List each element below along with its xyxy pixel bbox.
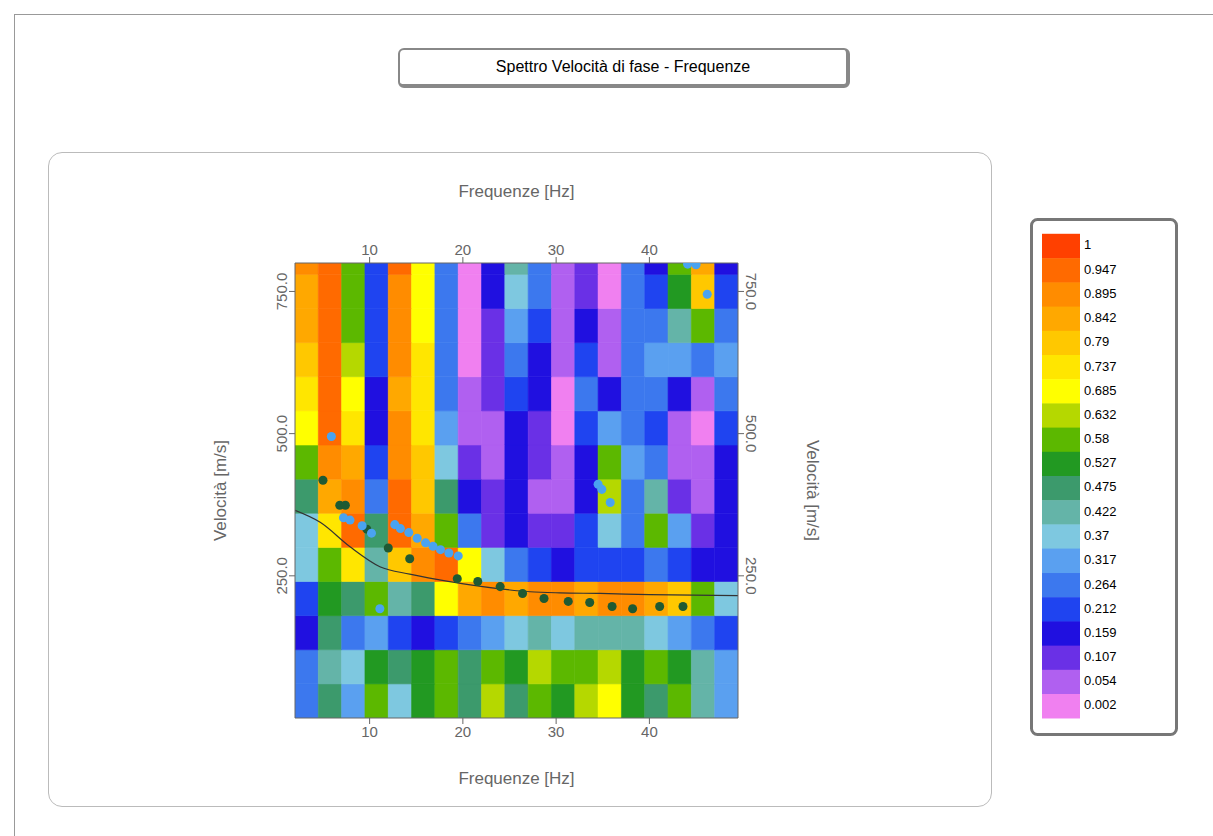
svg-text:0.317: 0.317 <box>1084 552 1117 567</box>
svg-text:Velocità [m/s]: Velocità [m/s] <box>211 440 230 541</box>
svg-text:40: 40 <box>641 723 658 740</box>
svg-text:Velocità [m/s]: Velocità [m/s] <box>803 440 822 541</box>
svg-text:30: 30 <box>548 723 565 740</box>
svg-text:20: 20 <box>455 241 472 258</box>
svg-text:0.947: 0.947 <box>1084 262 1117 277</box>
html-text:Spettro Velocità di fase - Fre: Spettro Velocità di fase - Frequenze <box>495 58 751 75</box>
svg-text:0.002: 0.002 <box>1084 697 1117 712</box>
svg-text:500.0: 500.0 <box>743 415 760 453</box>
svg-text:Frequenze [Hz]: Frequenze [Hz] <box>458 182 574 201</box>
svg-text:0.842: 0.842 <box>1084 310 1117 325</box>
svg-text:10: 10 <box>361 723 378 740</box>
svg-text:0.422: 0.422 <box>1084 504 1117 519</box>
svg-text:0.054: 0.054 <box>1084 673 1117 688</box>
svg-text:250.0: 250.0 <box>273 557 290 595</box>
svg-text:750.0: 750.0 <box>743 273 760 311</box>
svg-text:0.212: 0.212 <box>1084 601 1117 616</box>
svg-text:1: 1 <box>1084 237 1091 252</box>
svg-text:0.527: 0.527 <box>1084 455 1117 470</box>
svg-text:500.0: 500.0 <box>273 415 290 453</box>
svg-text:0.737: 0.737 <box>1084 359 1117 374</box>
svg-text:Frequenze [Hz]: Frequenze [Hz] <box>458 769 574 788</box>
svg-text:0.475: 0.475 <box>1084 479 1117 494</box>
svg-text:250.0: 250.0 <box>743 557 760 595</box>
svg-text:30: 30 <box>548 241 565 258</box>
svg-text:20: 20 <box>455 723 472 740</box>
svg-text:0.685: 0.685 <box>1084 383 1117 398</box>
svg-text:0.159: 0.159 <box>1084 625 1117 640</box>
svg-text:0.264: 0.264 <box>1084 577 1117 592</box>
svg-text:0.37: 0.37 <box>1084 528 1109 543</box>
svg-text:750.0: 750.0 <box>273 273 290 311</box>
svg-text:0.895: 0.895 <box>1084 286 1117 301</box>
svg-text:40: 40 <box>641 241 658 258</box>
svg-text:0.632: 0.632 <box>1084 407 1117 422</box>
svg-text:0.79: 0.79 <box>1084 334 1109 349</box>
svg-text:0.107: 0.107 <box>1084 649 1117 664</box>
svg-text:0.58: 0.58 <box>1084 431 1109 446</box>
svg-text:10: 10 <box>361 241 378 258</box>
